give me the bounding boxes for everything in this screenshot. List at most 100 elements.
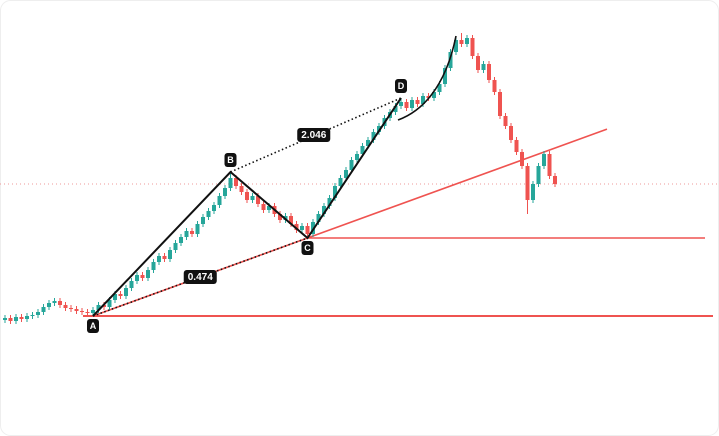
candle-body — [212, 205, 216, 211]
candle-body — [85, 312, 90, 313]
point-label: C — [304, 243, 311, 253]
candle-body — [322, 206, 326, 214]
candle-body — [256, 196, 260, 204]
candles — [3, 33, 557, 324]
candle-body — [96, 305, 101, 310]
candle-body — [371, 132, 376, 140]
candle-body — [140, 275, 145, 278]
candle-body — [135, 275, 139, 281]
curve — [397, 35, 457, 121]
candle-body — [118, 294, 123, 296]
candle-body — [151, 262, 156, 270]
candle-body — [459, 40, 464, 44]
candle-body — [69, 308, 73, 309]
candle-body — [520, 152, 524, 166]
candle-body — [25, 316, 29, 319]
candle-body — [542, 154, 546, 166]
candle-body — [278, 214, 282, 220]
candle-body — [410, 100, 414, 108]
candle-body — [168, 250, 172, 259]
ratio-label-box — [297, 128, 331, 142]
ratio-label-text: 0.474 — [188, 272, 213, 283]
candle-body — [250, 196, 255, 200]
candle-body — [305, 226, 310, 234]
candle-body — [124, 288, 128, 296]
candle-body — [157, 256, 161, 262]
point-box — [224, 153, 237, 167]
candle-body — [294, 224, 299, 230]
candle-body — [267, 206, 271, 210]
pattern: 0.474 2.046 A B C D — [87, 35, 457, 333]
candle-body — [146, 270, 150, 278]
point-label: D — [398, 81, 405, 91]
candle-body — [492, 80, 497, 92]
candle-body — [404, 102, 409, 108]
candle-body — [80, 311, 84, 312]
candle-body — [223, 188, 227, 196]
point-box — [301, 241, 314, 255]
ratio-label-box — [183, 270, 217, 284]
candle-body — [465, 38, 469, 44]
candle-body — [129, 281, 134, 288]
candle-body — [300, 226, 304, 230]
candle-body — [190, 231, 194, 234]
candle-body — [377, 126, 381, 132]
candle-body — [393, 106, 398, 112]
candle-body — [173, 243, 178, 250]
point-label: A — [90, 321, 97, 331]
candle-body — [107, 300, 112, 307]
ratio-label: 2.046 — [297, 128, 331, 142]
candle-body — [113, 294, 117, 300]
candle-body — [366, 140, 370, 146]
candle-body — [179, 237, 183, 243]
candle-body — [454, 40, 458, 52]
candle-body — [206, 211, 211, 217]
candle-body — [470, 38, 475, 56]
candle-body — [3, 318, 7, 320]
candle-body — [63, 305, 68, 308]
candle-body — [553, 176, 557, 184]
candle-body — [261, 204, 266, 210]
candle-body — [8, 318, 13, 321]
abcd-line — [92, 97, 402, 317]
candle-body — [239, 186, 244, 192]
candle-body — [509, 126, 513, 140]
candle-body — [531, 184, 535, 200]
candle-body — [344, 170, 348, 178]
candle-body — [503, 116, 508, 126]
point-label: B — [227, 155, 234, 165]
candle-body — [443, 68, 447, 84]
candle-body — [333, 186, 337, 198]
candle-body — [525, 166, 530, 200]
candle-body — [415, 100, 420, 104]
candle-body — [426, 96, 431, 98]
ratio-label-text: 2.046 — [301, 130, 326, 141]
candle-body — [58, 301, 62, 305]
candle-body — [514, 140, 519, 152]
candle-body — [536, 166, 541, 184]
candle-body — [487, 64, 491, 80]
candle-body — [448, 52, 453, 68]
candle-body — [289, 216, 293, 224]
candle-body — [41, 307, 46, 312]
candle-body — [421, 96, 425, 104]
candle-body — [14, 317, 18, 321]
candle-body — [201, 217, 205, 224]
candle-body — [47, 303, 51, 307]
candle-body — [234, 178, 238, 186]
ratio-label: 0.474 — [183, 270, 217, 284]
candle-body — [102, 305, 106, 307]
candle-body — [36, 312, 40, 315]
candle-body — [432, 92, 436, 98]
candle-body — [349, 160, 354, 170]
point-box — [87, 319, 99, 333]
point-box — [395, 79, 407, 93]
candle-body — [338, 178, 343, 186]
candle-body — [316, 214, 321, 222]
candle-body — [195, 224, 200, 234]
candle-body — [228, 178, 233, 188]
candle-body — [245, 192, 249, 200]
